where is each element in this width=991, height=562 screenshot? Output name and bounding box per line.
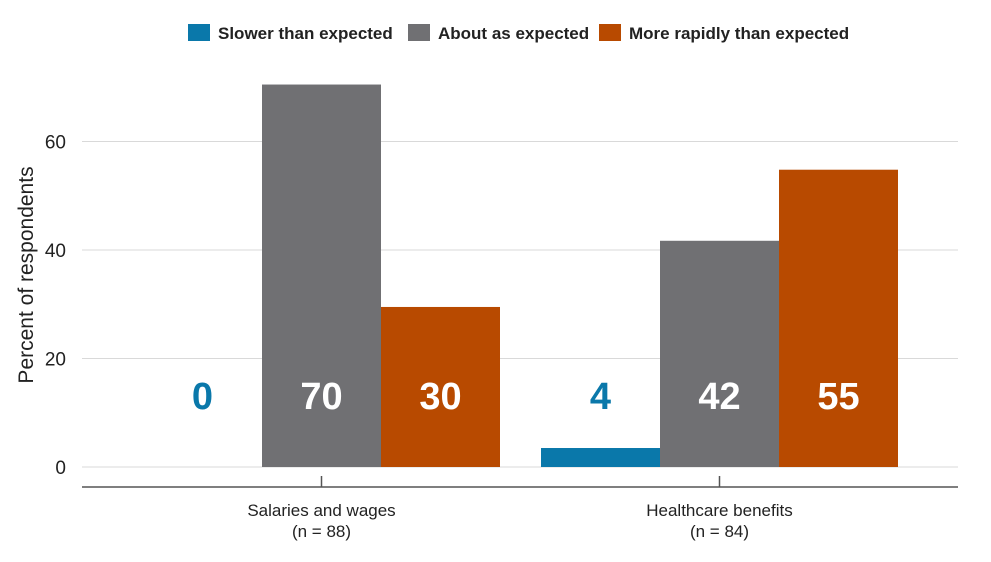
bar-about-as-expected-healthcare-benefits: [660, 240, 779, 467]
legend-item-more-rapidly-than-expected: More rapidly than expected: [599, 24, 849, 43]
y-tick-label: 60: [45, 133, 66, 154]
legend-swatch: [408, 24, 430, 41]
data-label: 55: [817, 376, 859, 418]
y-axis-label: Percent of respondents: [15, 166, 38, 383]
legend-label: More rapidly than expected: [629, 24, 849, 43]
legend-swatch: [188, 24, 210, 41]
legend: Slower than expected About as expected Mor…: [188, 24, 849, 43]
x-category-sublabel: (n = 84): [690, 522, 749, 541]
y-axis-ticks: 0 20 40 60: [45, 133, 66, 480]
data-label: 42: [698, 376, 740, 418]
data-labels: 0 4 70 42 30 55: [192, 376, 860, 418]
legend-swatch: [599, 24, 621, 41]
legend-label: Slower than expected: [218, 24, 393, 43]
bar-more-rapidly-than-expected-salaries-and-wages: [381, 306, 500, 467]
bars: [262, 84, 898, 467]
data-label: 4: [590, 376, 611, 418]
x-category-sublabel: (n = 88): [292, 522, 351, 541]
data-label: 30: [419, 376, 461, 418]
x-category-label: Healthcare benefits: [646, 501, 792, 520]
data-label: 0: [192, 376, 213, 418]
bar-slower-than-expected-healthcare-benefits: [541, 448, 660, 467]
x-axis: Salaries and wages (n = 88) Healthcare ben…: [82, 476, 958, 541]
legend-label: About as expected: [438, 24, 589, 43]
data-label: 70: [300, 376, 342, 418]
y-tick-label: 20: [45, 350, 66, 371]
bar-more-rapidly-than-expected-healthcare-benefits: [779, 169, 898, 467]
y-tick-label: 40: [45, 241, 66, 262]
legend-item-slower-than-expected: Slower than expected: [188, 24, 393, 43]
bar-about-as-expected-salaries-and-wages: [262, 84, 381, 467]
y-tick-label: 0: [55, 458, 66, 479]
legend-item-about-as-expected: About as expected: [408, 24, 589, 43]
x-category-label: Salaries and wages: [247, 501, 395, 520]
